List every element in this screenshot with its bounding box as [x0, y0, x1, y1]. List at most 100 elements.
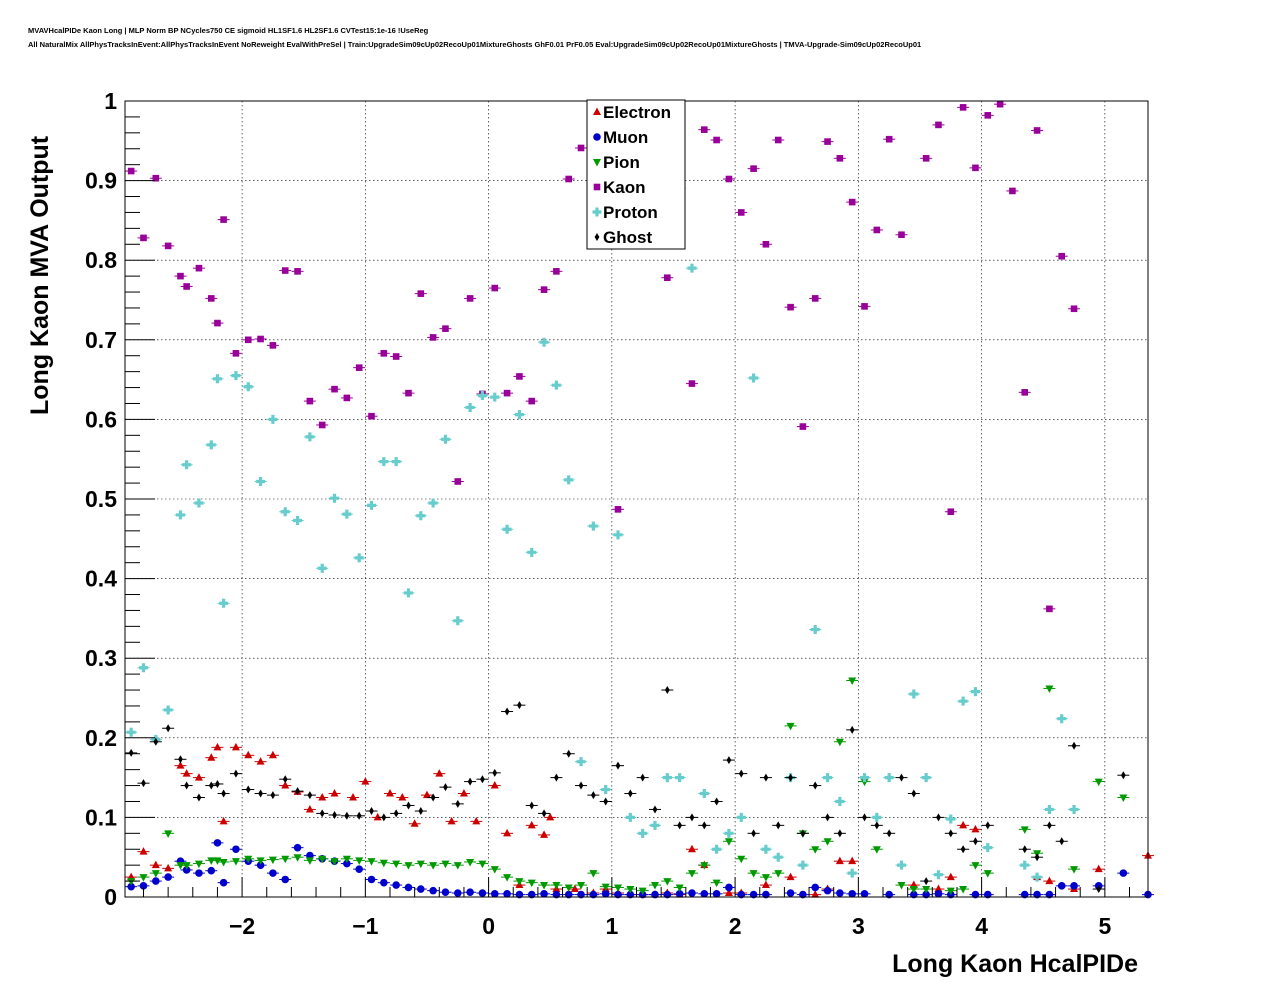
kaon-data-point	[688, 380, 696, 387]
legend-label-muon: Muon	[603, 128, 648, 147]
ghost-data-point	[319, 809, 325, 818]
pion-data-point	[897, 882, 906, 890]
pion-data-point	[293, 854, 302, 862]
electron-data-point	[527, 820, 536, 829]
electron-data-point	[219, 816, 228, 825]
kaon-data-point	[503, 389, 511, 397]
pion-data-point	[675, 884, 684, 892]
pion-data-point	[946, 887, 955, 896]
ghost-data-point	[973, 837, 978, 846]
ghost-data-point	[307, 791, 313, 800]
ghost-data-point	[985, 821, 991, 830]
proton-data-point	[687, 263, 697, 273]
kaon-data-point	[836, 155, 844, 162]
proton-data-point	[342, 509, 352, 519]
kaon-data-point	[774, 136, 782, 144]
proton-data-point	[847, 868, 857, 878]
proton-data-point	[527, 547, 537, 557]
pion-data-point	[614, 884, 623, 892]
ghost-data-point	[492, 768, 498, 777]
electron-data-point	[373, 812, 382, 821]
kaon-data-point	[491, 284, 499, 292]
kaon-data-point	[737, 209, 745, 216]
y-tick-label: 0.3	[85, 645, 117, 671]
proton-data-point	[650, 820, 660, 830]
kaon-data-point	[1058, 252, 1066, 260]
proton-data-point	[206, 440, 216, 450]
muon-data-point	[823, 886, 832, 895]
pion-data-point	[724, 838, 733, 846]
ghost-data-point	[825, 813, 830, 822]
pion-data-point	[848, 677, 857, 685]
proton-data-point	[354, 553, 364, 563]
proton-data-point	[280, 507, 290, 517]
ghost-data-point	[393, 809, 399, 818]
proton-data-point	[219, 598, 229, 608]
kaon-data-point	[442, 325, 449, 332]
kaon-data-point	[1033, 127, 1041, 134]
ghost-data-point	[233, 769, 239, 778]
ghost-data-point	[245, 785, 251, 794]
y-tick-label: 0.5	[85, 486, 117, 512]
ghost-data-point	[936, 813, 941, 822]
ghost-data-point	[689, 813, 695, 822]
ghost-data-point	[923, 877, 929, 886]
electron-data-point	[1094, 864, 1103, 873]
proton-data-point	[970, 687, 980, 697]
legend-marker-pion	[593, 159, 601, 167]
ghost-data-point	[295, 787, 300, 796]
kaon-data-point	[824, 138, 831, 145]
kaon-data-point	[811, 295, 819, 302]
pion-data-point	[355, 857, 364, 865]
proton-data-point	[243, 382, 253, 392]
proton-data-point	[403, 588, 413, 598]
ghost-data-point	[270, 791, 276, 800]
legend-marker-ghost	[594, 233, 600, 241]
x-tick-label: 3	[852, 913, 865, 939]
ghost-data-point	[381, 813, 387, 822]
kaon-data-point	[368, 412, 375, 420]
electron-data-point	[422, 790, 431, 799]
muon-data-point	[127, 882, 135, 891]
muon-data-point	[786, 889, 795, 897]
kaon-data-point	[1046, 605, 1053, 613]
proton-data-point	[983, 843, 993, 853]
electron-data-point	[811, 890, 820, 898]
proton-data-point	[761, 844, 771, 854]
pion-data-point	[909, 886, 918, 894]
pion-data-point	[453, 862, 462, 870]
kaon-data-point	[244, 336, 252, 344]
x-tick-label: 4	[975, 913, 988, 939]
ghost-data-point	[356, 811, 362, 820]
kaon-data-point	[540, 286, 548, 293]
pion-data-point	[392, 860, 401, 869]
electron-data-point	[330, 789, 339, 797]
x-axis-label: Long Kaon HcalPIDe	[892, 950, 1138, 978]
y-tick-label: 0.1	[85, 804, 117, 830]
electron-data-point	[231, 742, 240, 751]
proton-data-point	[514, 410, 524, 420]
proton-data-point	[1069, 804, 1079, 814]
kaon-data-point	[454, 478, 462, 485]
pion-data-point	[176, 862, 185, 870]
proton-data-point	[330, 493, 340, 503]
kaon-data-point	[392, 353, 400, 360]
electron-data-point	[761, 880, 770, 889]
pion-data-point	[687, 870, 696, 878]
muon-data-point	[293, 843, 302, 852]
electron-data-point	[848, 856, 857, 865]
ghost-data-point	[221, 789, 227, 798]
muon-data-point	[182, 866, 191, 874]
pion-data-point	[811, 846, 820, 854]
y-tick-label: 0.6	[85, 406, 117, 432]
proton-data-point	[293, 515, 303, 525]
pion-data-point	[182, 862, 191, 870]
ghost-data-point	[504, 707, 510, 716]
muon-data-point	[675, 890, 684, 898]
ghost-data-point	[677, 821, 683, 830]
kaon-data-point	[922, 155, 930, 162]
proton-data-point	[268, 414, 278, 424]
kaon-data-point	[220, 216, 227, 223]
proton-data-point	[860, 773, 870, 783]
muon-data-point	[725, 883, 733, 892]
